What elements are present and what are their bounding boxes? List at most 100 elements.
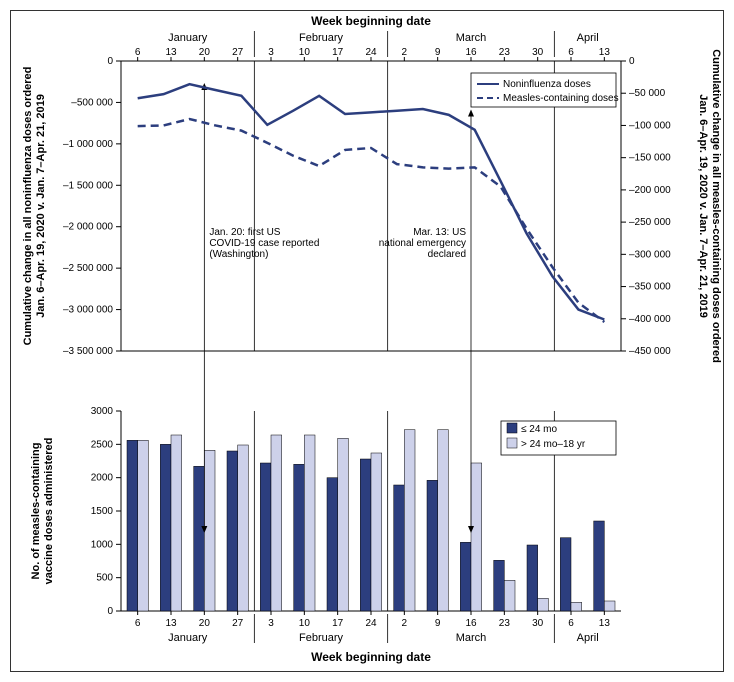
bar [294,464,305,611]
svg-text:Cumulative change in all measl: Cumulative change in all measles-contain… [710,49,722,363]
bar [494,560,505,611]
bar [471,463,482,611]
left-tick-label: 0 [107,56,113,67]
chart-svg: Week beginning date613202731017242916233… [11,11,723,671]
top-tick-label: 17 [332,47,344,58]
top-month-label: March [456,32,487,44]
bar [438,430,449,611]
bar [304,435,315,611]
top-tick-label: 13 [599,47,611,58]
top-tick-label: 16 [465,47,477,58]
bar-xtick-label: 3 [268,618,274,629]
bar [238,445,249,611]
bar [527,545,538,611]
bar [460,542,471,611]
bar [394,485,405,611]
bar-legend-swatch [507,423,517,433]
x-axis-title-top: Week beginning date [311,14,431,28]
top-tick-label: 6 [568,47,574,58]
top-tick-label: 23 [499,47,511,58]
bar [227,451,238,611]
right-tick-label: –200 000 [629,185,671,196]
annotation-arrowhead [468,110,474,117]
series-line [138,84,605,319]
bar [138,440,149,611]
svg-text:Jan. 6–Apr. 19, 2020 v. Jan. 7: Jan. 6–Apr. 19, 2020 v. Jan. 7–Apr. 21, … [697,94,709,318]
bar [271,435,282,611]
bar [594,521,605,611]
bar-xtick-label: 2 [402,618,408,629]
bar-y-axis-title: No. of measles-containingvaccine doses a… [30,438,55,585]
right-tick-label: –300 000 [629,249,671,260]
bottom-month-label: April [577,632,599,644]
bar-ytick-label: 1500 [91,506,114,517]
bar-xtick-label: 6 [568,618,574,629]
right-tick-label: –400 000 [629,314,671,325]
bar [504,580,515,611]
svg-text:No. of measles-containing: No. of measles-containing [30,443,42,580]
top-tick-label: 2 [402,47,408,58]
bar-xtick-label: 20 [199,618,211,629]
left-tick-label: –2 000 000 [63,222,113,233]
bar [260,463,271,611]
bar-xtick-label: 13 [599,618,611,629]
bottom-month-label: February [299,632,344,644]
top-month-label: January [168,32,208,44]
bar-ytick-label: 3000 [91,406,114,417]
bar-xtick-label: 6 [135,618,141,629]
bar-xtick-label: 10 [299,618,311,629]
top-month-label: February [299,32,344,44]
bar-ytick-label: 2000 [91,473,114,484]
right-axis-title: Cumulative change in all measles-contain… [697,49,722,363]
bar-xtick-label: 16 [465,618,477,629]
top-tick-label: 27 [232,47,244,58]
legend-label: Measles-containing doses [503,93,619,104]
top-tick-label: 24 [365,47,377,58]
bar-xtick-label: 13 [165,618,177,629]
left-tick-label: –1 500 000 [63,180,113,191]
bar [538,598,549,611]
chart-container: Week beginning date613202731017242916233… [10,10,724,672]
bar-xtick-label: 23 [499,618,511,629]
bar-ytick-label: 500 [96,573,113,584]
bar [427,480,438,611]
left-tick-label: –3 500 000 [63,346,113,357]
top-tick-label: 13 [165,47,177,58]
bar-xtick-label: 24 [365,618,377,629]
bar-xtick-label: 9 [435,618,441,629]
bar-ytick-label: 2500 [91,439,114,450]
svg-text:vaccine doses administered: vaccine doses administered [43,438,55,585]
x-axis-title-bottom: Week beginning date [311,650,431,664]
right-tick-label: 0 [629,56,635,67]
top-tick-label: 30 [532,47,544,58]
annotation-text: declared [428,249,466,260]
left-tick-label: –500 000 [71,97,113,108]
bottom-month-label: January [168,632,208,644]
left-tick-label: –1 000 000 [63,139,113,150]
left-tick-label: –3 000 000 [63,305,113,316]
annotation-text: national emergency [379,238,466,249]
bar [327,478,338,611]
right-tick-label: –250 000 [629,217,671,228]
bar [371,453,382,611]
bar [171,435,182,611]
bar-xtick-label: 30 [532,618,544,629]
series-line [138,119,605,322]
legend-label: Noninfluenza doses [503,79,591,90]
top-tick-label: 10 [299,47,311,58]
annotation-text: (Washington) [209,249,268,260]
bar [604,601,615,611]
bar [560,538,571,611]
bottom-month-label: March [456,632,487,644]
bar-xtick-label: 17 [332,618,344,629]
top-tick-label: 20 [199,47,211,58]
bar [571,602,582,611]
right-tick-label: –350 000 [629,282,671,293]
annotation-text: Mar. 13: US [413,227,466,238]
svg-text:Jan. 6–Apr. 19, 2020 v. Jan. 7: Jan. 6–Apr. 19, 2020 v. Jan. 7–Apr. 21, … [35,94,47,318]
bar [204,450,215,611]
annotation-text: Jan. 20: first US [209,227,280,238]
top-tick-label: 3 [268,47,274,58]
right-tick-label: –450 000 [629,346,671,357]
svg-text:Cumulative change in all nonin: Cumulative change in all noninfluenza do… [22,67,34,346]
